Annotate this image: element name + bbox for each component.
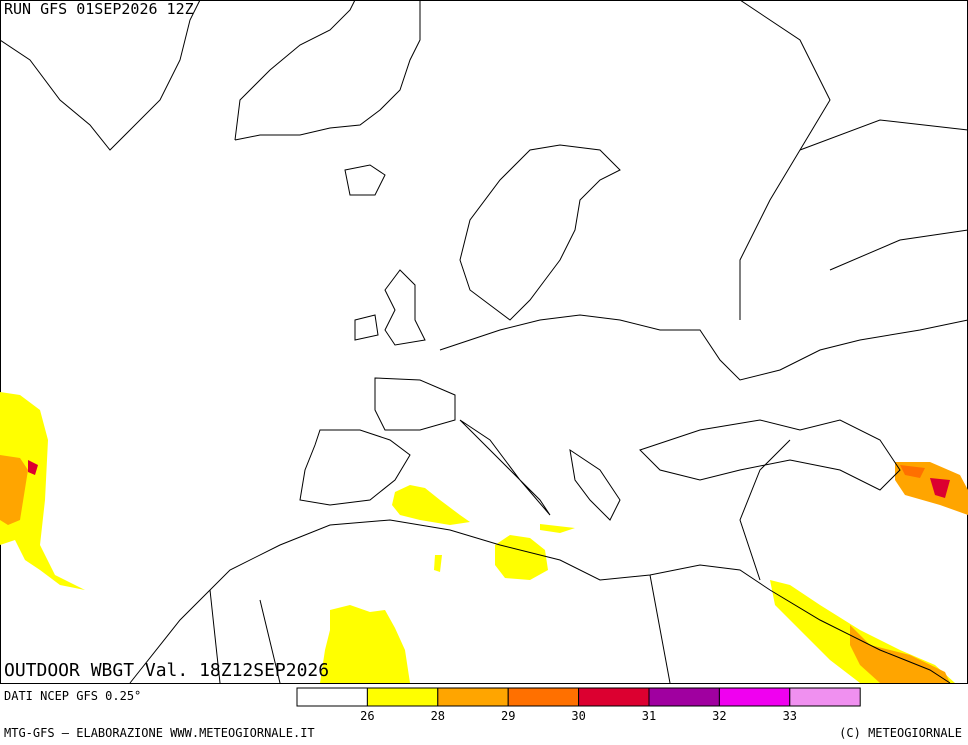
- legend-swatch: [648, 687, 720, 707]
- legend-swatch: [789, 687, 861, 707]
- data-source: DATI NCEP GFS 0.25°: [4, 689, 141, 703]
- copyright: (C) METEOGIORNALE: [839, 726, 962, 740]
- legend-tick-label: 33: [783, 709, 797, 723]
- credit: MTG-GFS — ELABORAZIONE WWW.METEOGIORNALE…: [4, 726, 315, 740]
- map-title: OUTDOOR WBGT Val. 18Z12SEP2026: [4, 660, 329, 681]
- legend-swatch: [718, 687, 791, 707]
- legend-tick-label: 29: [501, 709, 515, 723]
- legend-tick-label: 32: [712, 709, 726, 723]
- legend-tick-label: 30: [571, 709, 585, 723]
- legend: 26 28 29 30 31 32 33: [296, 687, 861, 723]
- legend-tick-label: 26: [360, 709, 374, 723]
- legend-swatch: [507, 687, 580, 707]
- legend-swatch: [437, 687, 509, 707]
- legend-swatch: [296, 687, 368, 707]
- coastlines: [0, 0, 968, 684]
- legend-swatch: [578, 687, 650, 707]
- legend-tick-label: 31: [642, 709, 656, 723]
- run-label: RUN GFS 01SEP2026 12Z: [4, 0, 194, 18]
- legend-tick-label: 28: [431, 709, 445, 723]
- legend-swatch: [366, 687, 439, 707]
- map-frame: [0, 0, 968, 684]
